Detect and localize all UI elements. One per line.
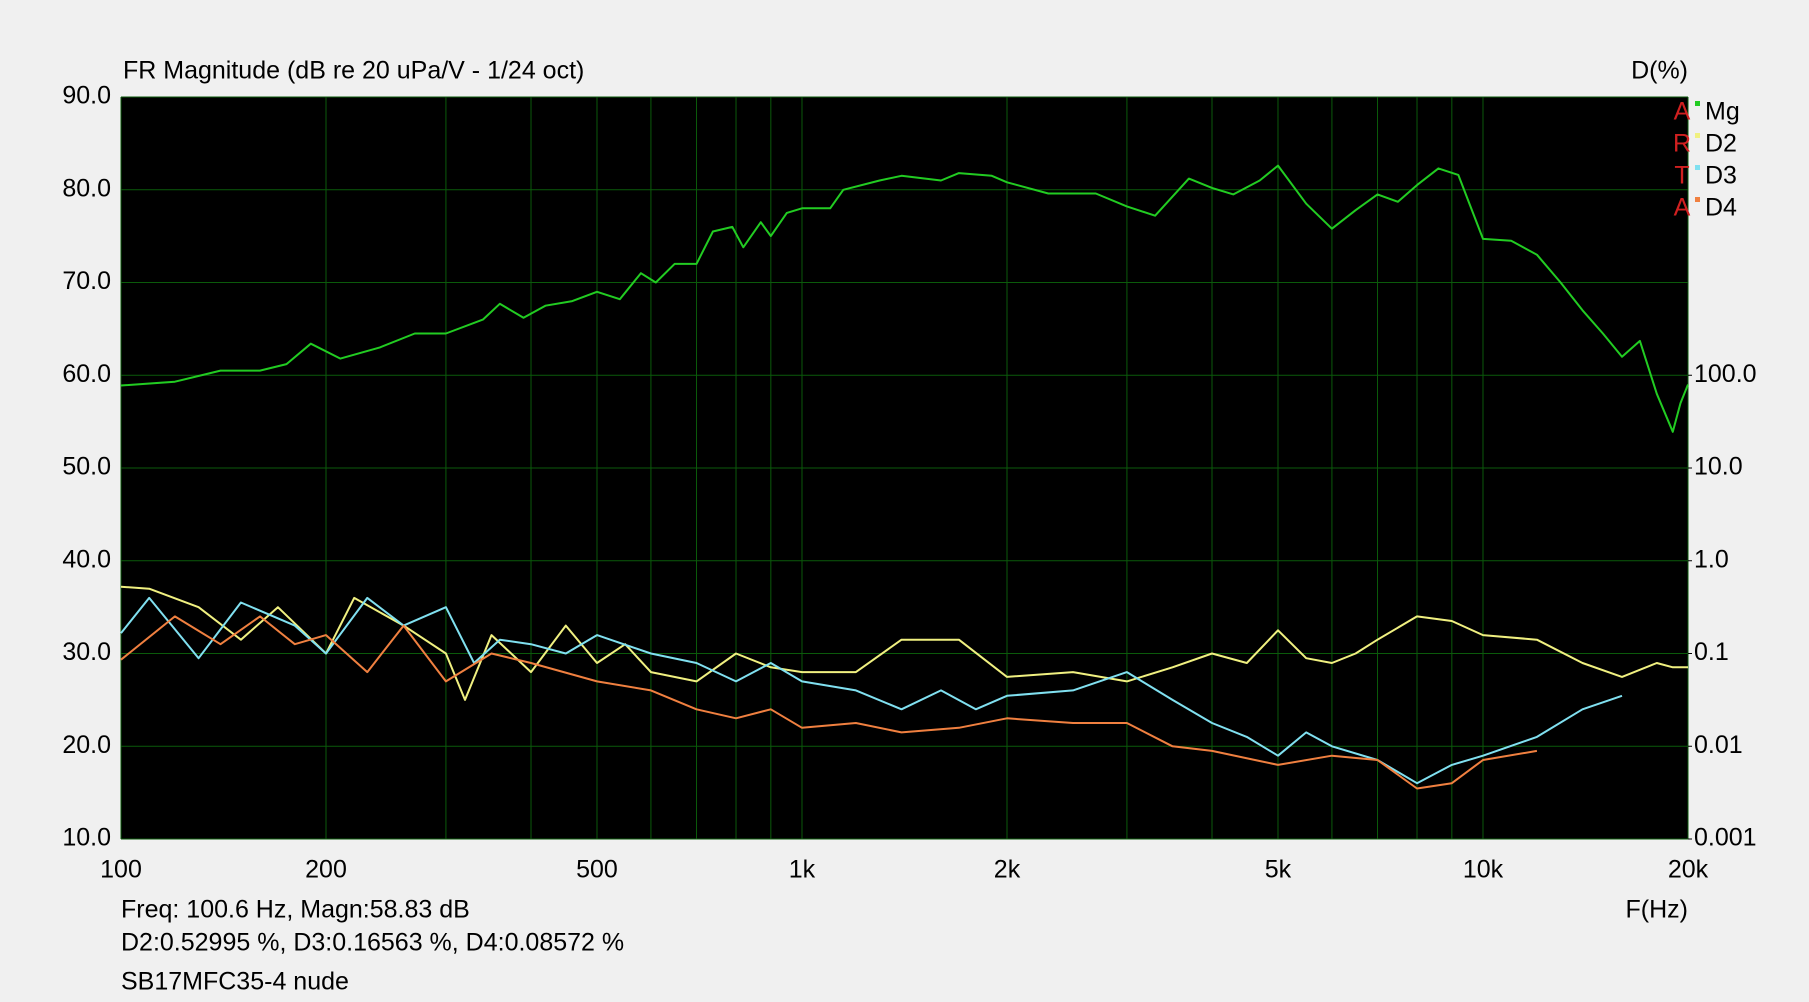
y2-tick-label: 1.0 xyxy=(1694,545,1729,573)
x-tick-label: 100 xyxy=(100,856,142,884)
x-tick-label: 1k xyxy=(789,856,816,884)
x-tick-label: 20k xyxy=(1668,856,1709,884)
legend-swatch xyxy=(1695,197,1700,202)
legend-swatch xyxy=(1695,165,1700,170)
x-tick-label: 2k xyxy=(994,856,1021,884)
legend-label: D2 xyxy=(1705,130,1737,158)
y2-axis-label: D(%) xyxy=(1631,57,1688,85)
x-tick-label: 500 xyxy=(576,856,618,884)
cursor-readout: SB17MFC35-4 nude xyxy=(121,968,349,996)
y2-tick-label: 0.1 xyxy=(1694,638,1729,666)
watermark-letter: A xyxy=(1674,194,1691,222)
y2-tick-label: 10.0 xyxy=(1694,453,1743,481)
y-tick-label: 70.0 xyxy=(62,267,111,295)
cursor-readout: D2:0.52995 %, D3:0.16563 %, D4:0.08572 % xyxy=(121,929,624,957)
x-tick-label: 5k xyxy=(1265,856,1292,884)
x-tick-label: 200 xyxy=(305,856,347,884)
watermark-letter: R xyxy=(1673,130,1691,158)
y-tick-label: 40.0 xyxy=(62,545,111,573)
y-tick-label: 20.0 xyxy=(62,731,111,759)
cursor-readout: Freq: 100.6 Hz, Magn:58.83 dB xyxy=(121,896,470,924)
y-tick-label: 80.0 xyxy=(62,174,111,202)
y2-tick-label: 0.001 xyxy=(1694,824,1757,852)
y-tick-label: 50.0 xyxy=(62,453,111,481)
y-tick-label: 60.0 xyxy=(62,360,111,388)
legend-label: Mg xyxy=(1705,98,1740,126)
y-tick-label: 10.0 xyxy=(62,824,111,852)
x-tick-label: 10k xyxy=(1463,856,1504,884)
y-tick-label: 30.0 xyxy=(62,638,111,666)
legend-label: D4 xyxy=(1705,194,1737,222)
y2-tick-label: 0.01 xyxy=(1694,731,1743,759)
watermark-letter: T xyxy=(1674,162,1689,190)
legend-swatch xyxy=(1695,133,1700,138)
legend-label: D3 xyxy=(1705,162,1737,190)
y-tick-label: 90.0 xyxy=(62,82,111,110)
chart-title: FR Magnitude (dB re 20 uPa/V - 1/24 oct) xyxy=(123,57,584,85)
watermark-letter: A xyxy=(1674,98,1691,126)
legend-swatch xyxy=(1695,101,1700,106)
x-axis-label: F(Hz) xyxy=(1626,896,1688,924)
y2-tick-label: 100.0 xyxy=(1694,360,1757,388)
series-line xyxy=(120,615,1538,790)
series-line xyxy=(120,596,1623,785)
series-line xyxy=(120,164,1689,433)
